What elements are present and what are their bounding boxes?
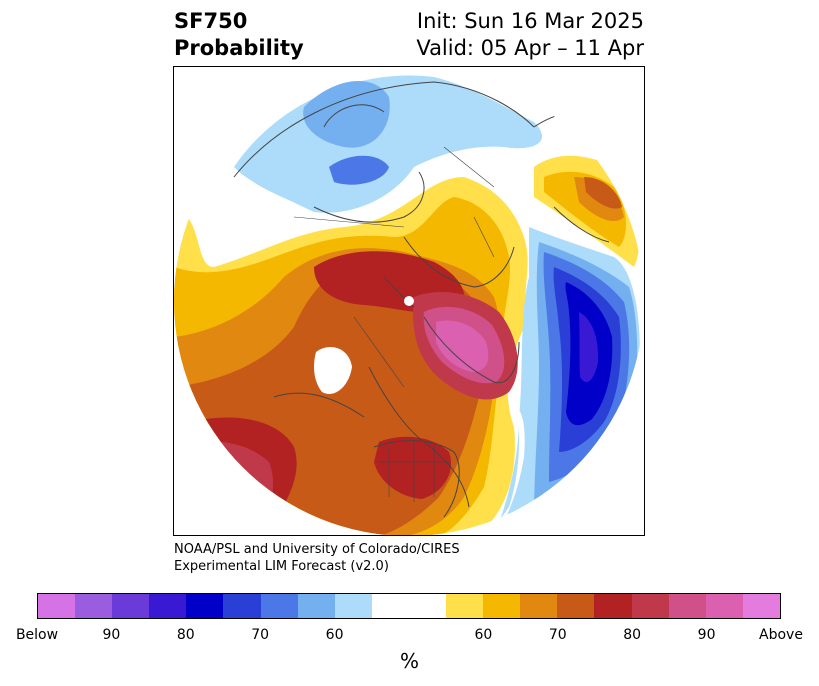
valid-dates: Valid: 05 Apr – 11 Apr (416, 36, 644, 60)
credit-line-2: Experimental LIM Forecast (v2.0) (174, 559, 389, 574)
colorbar-tick-label: 60 (325, 627, 344, 643)
colorbar-tick-label: 80 (176, 627, 195, 643)
init-date: Init: Sun 16 Mar 2025 (416, 9, 644, 33)
colorbar-swatch (334, 594, 372, 618)
colorbar-swatch (557, 594, 595, 618)
above-region-us-80 (374, 436, 451, 499)
product-name: Probability (174, 36, 304, 60)
above-region-pacific-80 (174, 417, 297, 535)
credit-block: NOAA/PSL and University of Colorado/CIRE… (174, 541, 460, 575)
colorbar-swatch (742, 594, 780, 618)
colorbar-swatch (408, 594, 447, 618)
colorbar-swatch (668, 594, 706, 618)
colorbar-swatch (520, 594, 558, 618)
colorbar-swatch (186, 594, 224, 618)
colorbar-tick-label: Below (15, 627, 59, 643)
below-region-europe-80 (329, 155, 389, 185)
above-region-greenland-95 (436, 320, 489, 372)
colorbar-tick-label: Above (759, 627, 803, 643)
colorbar-swatch (371, 594, 409, 618)
colorbar-tick-label: 90 (102, 627, 121, 643)
colorbar-swatch (297, 594, 335, 618)
colorbar-swatch (631, 594, 669, 618)
colorbar-tick-label: 60 (474, 627, 493, 643)
colorbar-swatch (705, 594, 743, 618)
neutral-region-atlantic (479, 407, 525, 535)
variable-name: SF750 (174, 9, 248, 33)
colorbar-swatch (594, 594, 632, 618)
chart-title-right: Init: Sun 16 Mar 2025 Valid: 05 Apr – 11… (416, 8, 644, 62)
colorbar-tick-label: 80 (623, 627, 642, 643)
coastlines (233, 81, 625, 518)
colorbar-tick-label: 70 (548, 627, 567, 643)
colorbar-tick-label: 70 (251, 627, 270, 643)
borders (293, 146, 495, 502)
north-pole-marker (404, 296, 414, 306)
colorbar-ticks: Below 90 80 70 60 60 70 80 90 Above (16, 627, 803, 647)
colorbar-swatch (38, 594, 76, 618)
polar-map (173, 66, 645, 536)
colorbar-tick-label: 90 (697, 627, 716, 643)
credit-line-1: NOAA/PSL and University of Colorado/CIRE… (174, 542, 460, 557)
colorbar-swatch (446, 594, 484, 618)
below-region-europe-70 (303, 80, 390, 148)
colorbar-swatch (260, 594, 298, 618)
above-region-east-75 (584, 177, 622, 209)
colorbar-swatch (223, 594, 261, 618)
neutral-region-bering (314, 347, 352, 395)
above-region-pacific-85 (174, 441, 274, 535)
colorbar-unit-label: % (399, 649, 419, 673)
colorbar-swatch (75, 594, 113, 618)
colorbar-swatch (483, 594, 521, 618)
colorbar (37, 593, 781, 619)
below-region-atlantic-90 (579, 312, 599, 382)
chart-title-left: SF750 Probability (174, 8, 304, 62)
colorbar-swatch (112, 594, 150, 618)
colorbar-swatch (149, 594, 187, 618)
